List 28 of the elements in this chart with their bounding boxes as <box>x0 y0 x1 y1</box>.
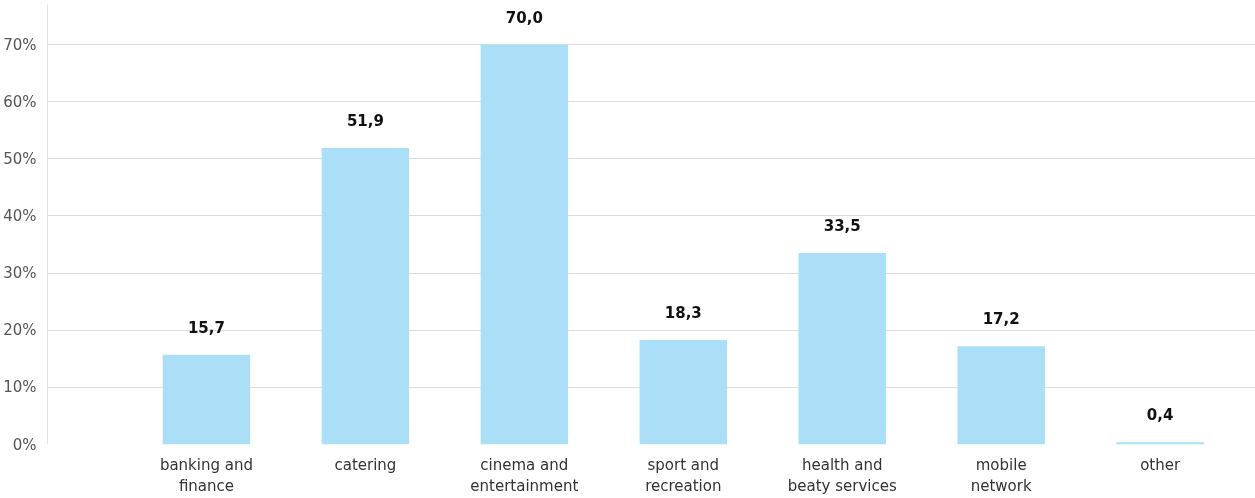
bar <box>798 253 886 445</box>
y-tick-label: 20% <box>3 321 37 340</box>
bar <box>957 346 1045 445</box>
y-tick-label: 40% <box>3 206 37 225</box>
y-tick-label: 70% <box>3 35 37 54</box>
x-tick-label: catering <box>334 455 397 474</box>
bar <box>321 147 410 445</box>
x-tick-label: health and beaty services <box>787 455 897 496</box>
x-tick-label: banking and finance <box>159 455 253 496</box>
y-tick-label: 60% <box>3 92 37 111</box>
y-tick-label: 50% <box>3 149 37 168</box>
y-tick-label: 0% <box>12 435 37 454</box>
text: 18,3 <box>664 303 702 322</box>
text: 70,0 <box>505 8 543 27</box>
x-tick-label: mobile network <box>970 455 1032 496</box>
x-tick-label: sport and recreation <box>645 455 722 496</box>
text: 15,7 <box>187 318 225 337</box>
bar <box>639 339 727 445</box>
x-tick-label: other <box>1140 455 1181 474</box>
y-tick-label: 30% <box>3 264 37 283</box>
x-tick-label: cinema and entertainment <box>470 455 579 496</box>
text: 33,5 <box>823 217 861 236</box>
y-tick-label: 10% <box>3 378 37 397</box>
text: 17,2 <box>982 310 1020 329</box>
bar <box>480 44 569 445</box>
bar <box>162 354 251 445</box>
text: 51,9 <box>346 111 384 130</box>
text: 0,4 <box>1146 406 1174 425</box>
